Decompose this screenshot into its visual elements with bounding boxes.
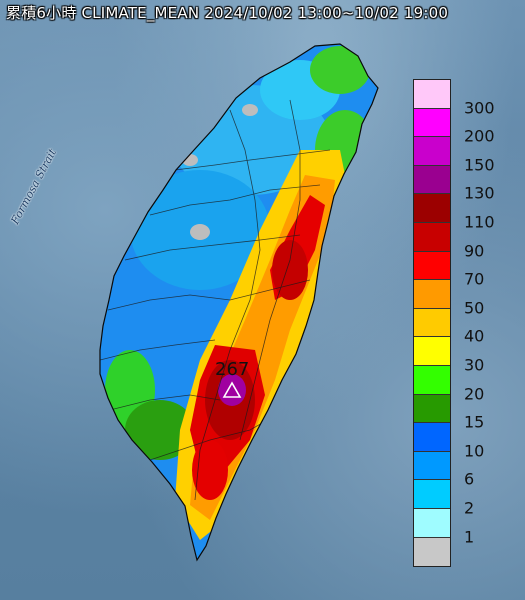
legend-label: 40 (464, 326, 485, 346)
legend-swatch (414, 80, 450, 109)
legend-label: 300 (464, 98, 495, 118)
legend-swatch (414, 337, 450, 366)
legend-swatch (414, 251, 450, 281)
legend-swatch (414, 137, 450, 166)
legend-swatch (414, 222, 450, 252)
legend-swatch (414, 165, 450, 195)
max-rainfall-marker (222, 381, 242, 398)
legend-swatch (414, 308, 450, 338)
color-legend (413, 79, 451, 568)
legend-label: 90 (464, 241, 485, 261)
legend-swatch (414, 480, 450, 509)
legend-label: 10 (464, 441, 485, 461)
legend-swatch (414, 423, 450, 452)
legend-label: 15 (464, 412, 485, 432)
legend-label: 50 (464, 298, 485, 318)
legend-label: 6 (464, 469, 475, 489)
legend-swatch (414, 537, 450, 567)
legend-label: 150 (464, 155, 495, 175)
legend-swatch (414, 280, 450, 309)
map-title: 累積6小時 CLIMATE_MEAN 2024/10/02 13:00~10/0… (6, 4, 449, 22)
legend-swatch (414, 451, 450, 481)
legend-swatch (414, 365, 450, 395)
legend-swatch (414, 194, 450, 223)
max-rainfall-value: 267 (215, 359, 250, 380)
legend-swatch (414, 508, 450, 538)
legend-swatch (414, 394, 450, 424)
legend-label: 20 (464, 384, 485, 404)
legend-label: 200 (464, 126, 495, 146)
legend-label: 70 (464, 269, 485, 289)
legend-swatch (414, 108, 450, 138)
legend-label: 30 (464, 355, 485, 375)
legend-label: 2 (464, 498, 475, 518)
legend-label: 1 (464, 527, 475, 547)
legend-label: 130 (464, 183, 495, 203)
legend-label: 110 (464, 212, 495, 232)
